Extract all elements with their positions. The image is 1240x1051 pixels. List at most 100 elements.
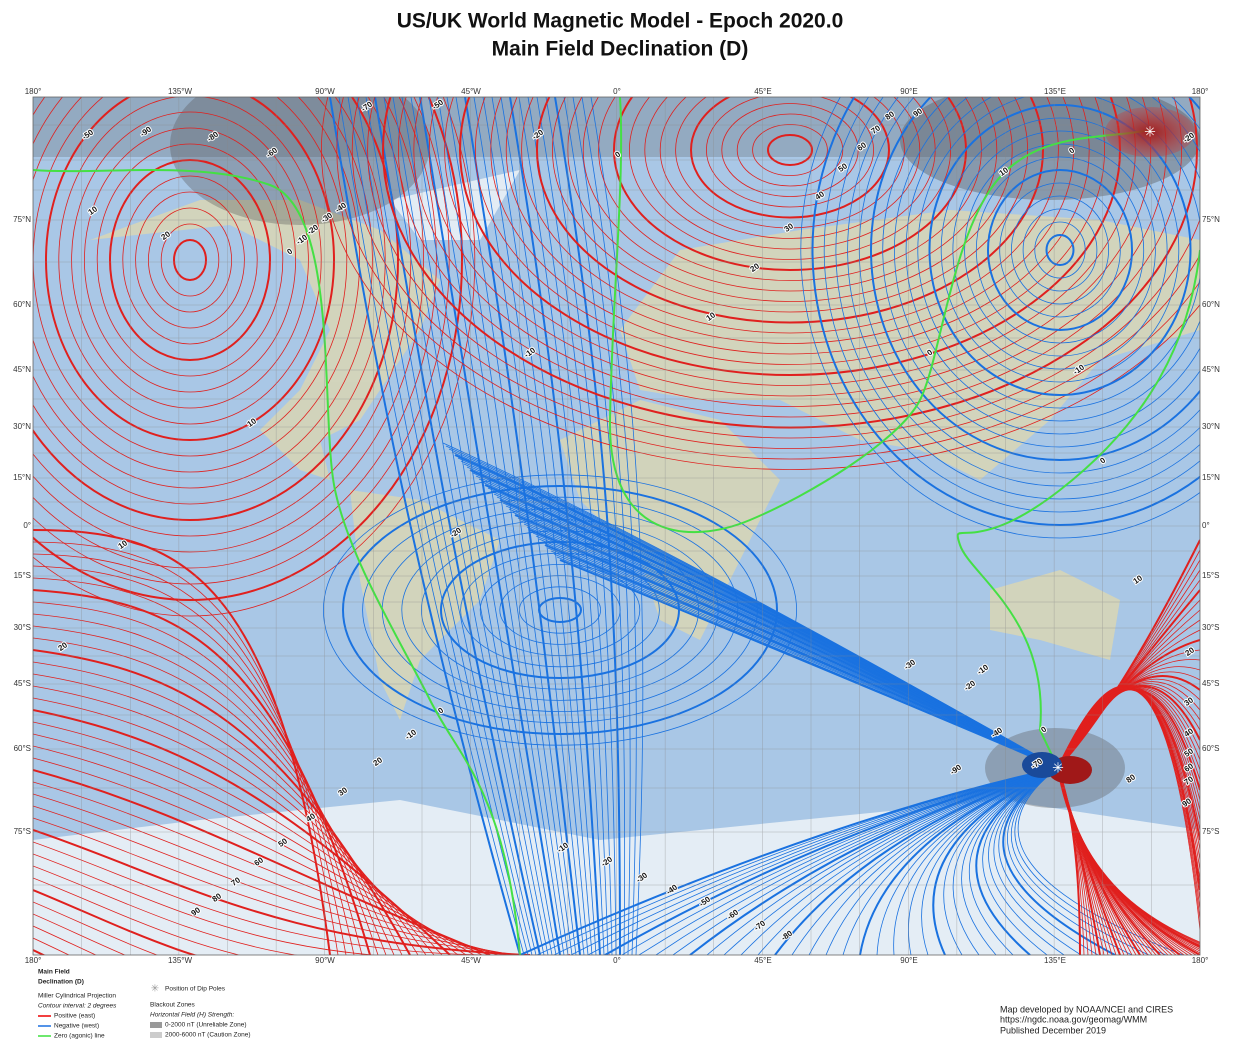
longitude-label: 180° bbox=[1192, 87, 1209, 96]
contour-line bbox=[33, 97, 386, 505]
contour-line bbox=[908, 767, 1059, 955]
contour-line bbox=[122, 175, 258, 345]
contour-line bbox=[538, 597, 582, 623]
legend-swatch bbox=[150, 1022, 162, 1028]
contour-label: 0 bbox=[436, 705, 445, 715]
latitude-label: 0° bbox=[1202, 521, 1210, 530]
contour-line bbox=[33, 97, 424, 553]
map-frame bbox=[32, 96, 1201, 956]
latitude-label: 30°N bbox=[1202, 422, 1220, 431]
contour-line bbox=[374, 97, 541, 955]
legend-title: Main Field bbox=[38, 969, 70, 976]
contour-line bbox=[752, 124, 828, 176]
longitude-label: 90°E bbox=[900, 956, 917, 965]
contour-line bbox=[952, 767, 1059, 955]
latitude-label: 30°N bbox=[13, 422, 31, 431]
contour-line bbox=[33, 721, 459, 955]
contour-line bbox=[675, 97, 905, 229]
legend-swatch bbox=[150, 1032, 162, 1038]
contour-line bbox=[33, 97, 476, 617]
contour-line bbox=[905, 97, 1200, 422]
contour-line bbox=[1022, 208, 1098, 292]
dip-pole: ✳ bbox=[1144, 124, 1156, 140]
title-line: Main Field Declination (D) bbox=[492, 38, 749, 61]
contour-line bbox=[554, 97, 621, 955]
contour-line bbox=[1034, 221, 1086, 279]
credit: Map developed by NOAA/NCEI and CIRES bbox=[1000, 1004, 1173, 1014]
contour-line bbox=[521, 97, 1059, 334]
latitude-label: 15°N bbox=[1202, 473, 1220, 482]
north-dip-zone bbox=[1105, 107, 1195, 157]
legend-text: Contour interval: 2 degrees bbox=[38, 1003, 117, 1010]
contour-line bbox=[988, 767, 1065, 955]
contour-line bbox=[858, 97, 1200, 474]
contour-line bbox=[527, 97, 609, 955]
legend-text: Negative (west) bbox=[54, 1023, 99, 1030]
contour-line bbox=[999, 182, 1121, 318]
contour-line bbox=[33, 589, 371, 955]
contour-line bbox=[33, 97, 450, 585]
contour-line bbox=[45, 97, 335, 441]
contour-line bbox=[58, 97, 322, 425]
contour-line bbox=[33, 913, 586, 955]
agonic-line bbox=[956, 249, 1200, 769]
contour-line bbox=[1010, 767, 1150, 955]
contour-line bbox=[336, 97, 1200, 460]
latitude-label: 60°N bbox=[1202, 300, 1220, 309]
latitude-label: 15°S bbox=[14, 571, 31, 580]
latitude-label: 15°N bbox=[13, 473, 31, 482]
contour-line bbox=[33, 97, 463, 601]
longitude-label: 45°E bbox=[754, 87, 771, 96]
contour-line bbox=[33, 97, 360, 473]
contour-line bbox=[598, 97, 982, 281]
contour-label: 0 bbox=[613, 149, 622, 159]
contour-line bbox=[410, 97, 557, 955]
contour-label: 0 bbox=[1067, 145, 1076, 155]
latitude-label: 75°S bbox=[1202, 827, 1219, 836]
legend-text: Horizontal Field (H) Strength: bbox=[150, 1012, 234, 1019]
longitude-label: 0° bbox=[613, 87, 621, 96]
contour-line bbox=[808, 767, 1059, 955]
longitude-label: 180° bbox=[25, 956, 42, 965]
latitude-label: 45°N bbox=[1202, 365, 1220, 374]
contour-line bbox=[1007, 767, 1133, 955]
legend-text: Positive (east) bbox=[54, 1013, 95, 1020]
contour-line bbox=[33, 577, 363, 955]
contour-line bbox=[437, 97, 569, 955]
contour-line bbox=[479, 564, 641, 657]
contour-line bbox=[811, 97, 1200, 526]
legend-text: 2000-6000 nT (Caution Zone) bbox=[165, 1032, 251, 1039]
contour-line bbox=[383, 97, 545, 955]
contour-line bbox=[882, 97, 1200, 448]
contour-label: 0 bbox=[285, 246, 294, 256]
contour-line bbox=[621, 767, 1059, 955]
contour-line bbox=[859, 767, 1059, 955]
contour-line bbox=[482, 97, 589, 955]
longitude-label: 135°W bbox=[168, 87, 193, 96]
latitude-label: 75°N bbox=[1202, 215, 1220, 224]
contour-line bbox=[33, 553, 347, 955]
contour-line bbox=[33, 817, 523, 955]
contour-line bbox=[563, 97, 626, 955]
contour-line bbox=[33, 877, 562, 955]
latitude-label: 45°S bbox=[14, 679, 31, 688]
longitude-label: 90°E bbox=[900, 87, 917, 96]
contour-line bbox=[570, 767, 1059, 955]
contour-line bbox=[572, 97, 631, 955]
contour-line bbox=[33, 853, 546, 955]
latitude-label: 15°S bbox=[1202, 571, 1219, 580]
longitude-label: 0° bbox=[613, 956, 621, 965]
contour-line bbox=[475, 97, 1105, 365]
contour-line bbox=[964, 143, 1156, 357]
contour-line bbox=[428, 97, 565, 955]
contour-line bbox=[33, 649, 411, 955]
contour-line bbox=[33, 565, 355, 955]
contour-line bbox=[604, 767, 1059, 955]
contour-line bbox=[33, 757, 483, 955]
contour-line bbox=[1045, 234, 1075, 266]
contour-line bbox=[71, 111, 309, 409]
contour-line bbox=[800, 97, 1200, 539]
contour-line bbox=[536, 97, 613, 955]
contour-line bbox=[500, 97, 597, 955]
